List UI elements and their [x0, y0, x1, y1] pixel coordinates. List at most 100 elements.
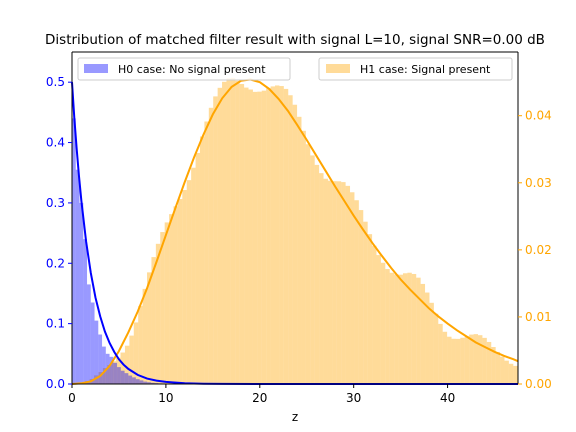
- h1-hist-bar: [402, 273, 408, 384]
- legend-h0-swatch: [84, 64, 108, 73]
- legend-h0-frame: [77, 57, 291, 81]
- h1-hist-bar: [336, 181, 342, 384]
- h0-hist-bar: [72, 118, 76, 385]
- h1-hist-bar: [160, 232, 165, 384]
- h1-hist-bar: [478, 335, 483, 384]
- h0-hist-bar: [94, 320, 99, 384]
- h1-hist-bar: [248, 89, 253, 384]
- x-tick-label: 0: [68, 391, 76, 405]
- h1-hist-bar: [513, 365, 518, 384]
- h1-hist-bar: [297, 116, 302, 385]
- h0-hist-bar: [113, 362, 118, 384]
- h1-hist-bar: [429, 302, 434, 384]
- h1-hist-bar: [147, 272, 152, 384]
- h0-hist-bar: [132, 377, 136, 384]
- h1-hist-bar: [310, 155, 315, 384]
- legend-h1-label: H1 case: Signal present: [360, 63, 491, 76]
- h0-hist-bar: [147, 382, 151, 384]
- h1-hist-bar: [102, 368, 108, 384]
- h0-hist-bar: [150, 382, 155, 384]
- h1-hist-bar: [257, 91, 262, 385]
- h1-hist-bar: [491, 347, 496, 384]
- h1-hist-bar: [389, 272, 395, 384]
- h0-hist-bar: [143, 381, 148, 384]
- h1-hist-bar: [455, 338, 461, 384]
- h1-hist-bar: [425, 292, 430, 384]
- left-tick-label: 0.4: [46, 136, 65, 150]
- right-tick-label: 0.04: [525, 109, 552, 123]
- h1-hist-bar: [94, 375, 99, 384]
- h1-hist-bar: [235, 80, 240, 385]
- h1-hist-bar: [407, 272, 412, 384]
- x-tick-label: 20: [252, 391, 267, 405]
- h1-hist-bar: [416, 277, 421, 384]
- legend-h1-frame: [318, 57, 513, 81]
- h1-hist-bar: [323, 178, 328, 384]
- left-tick-label: 0.1: [46, 317, 65, 331]
- h0-hist-bar: [102, 346, 106, 384]
- h1-hist-bar: [508, 363, 514, 384]
- h1-hist-bar: [191, 167, 196, 384]
- h1-hist-bar: [213, 96, 218, 384]
- h1-hist-bar: [266, 88, 271, 385]
- h1-hist-bar: [398, 274, 403, 384]
- h1-hist-bar: [116, 357, 121, 384]
- x-tick-label: 40: [440, 391, 455, 405]
- h1-hist-bar: [155, 243, 161, 384]
- h1-hist-bar: [451, 338, 456, 384]
- h1-hist-bar: [314, 164, 320, 384]
- h1-hist-bar: [270, 86, 276, 384]
- h1-hist-bar: [138, 305, 143, 384]
- h1-density-curve: [71, 78, 519, 385]
- chart-title: Distribution of matched filter result wi…: [45, 32, 545, 48]
- h1-hist-bar: [350, 192, 355, 384]
- h1-hist-bar: [420, 283, 426, 384]
- legend-h1: H1 case: Signal present: [318, 57, 513, 81]
- h1-hist-bar: [120, 352, 125, 384]
- h1-hist-bar: [208, 107, 214, 384]
- h1-hist-bar: [473, 334, 479, 384]
- h1-hist-bar: [239, 84, 245, 384]
- h1-hist-bar: [305, 144, 311, 384]
- x-axis-label: z: [292, 410, 298, 424]
- h1-hist-bar: [288, 95, 293, 385]
- right-tick-label: 0.00: [525, 377, 552, 391]
- h1-hist-bar: [222, 81, 227, 384]
- h0-hist-bar: [75, 169, 80, 384]
- h1-hist-bar: [173, 206, 178, 384]
- h0-hist-bar: [124, 373, 129, 384]
- h1-hist-bar: [199, 136, 205, 384]
- h1-hist-bar: [385, 269, 390, 384]
- h0-histogram: [72, 118, 166, 385]
- h1-hist-bar: [244, 87, 249, 385]
- h1-hist-bar: [98, 372, 103, 384]
- left-tick-label: 0.3: [46, 196, 65, 210]
- h0-hist-bar: [139, 380, 144, 384]
- h1-hist-bar: [376, 255, 381, 384]
- h1-hist-bar: [486, 341, 492, 384]
- h1-hist-bar: [230, 77, 236, 384]
- h1-hist-bar: [460, 337, 465, 384]
- h1-hist-bar: [464, 336, 470, 384]
- h1-hist-bar: [129, 335, 134, 384]
- h0-hist-bar: [109, 356, 114, 384]
- h1-hist-bar: [411, 273, 417, 384]
- h1-hist-bar: [495, 351, 501, 384]
- h1-hist-bar: [169, 214, 174, 384]
- right-tick-label: 0.02: [525, 243, 552, 257]
- h1-hist-bar: [438, 323, 443, 384]
- x-axis-ticks: 0 10 20 30 40: [68, 384, 455, 405]
- h1-hist-bar: [442, 331, 448, 384]
- h0-hist-bar: [128, 375, 133, 384]
- legend-h0-label: H0 case: No signal present: [118, 63, 266, 76]
- h1-hist-bar: [358, 210, 364, 384]
- h1-hist-bar: [504, 360, 509, 384]
- right-tick-label: 0.01: [525, 310, 552, 324]
- h1-hist-bar: [204, 121, 209, 384]
- h0-hist-bar: [120, 370, 125, 384]
- h1-hist-bar: [107, 365, 112, 384]
- h0-hist-bar: [117, 367, 121, 384]
- h1-hist-bar: [142, 288, 148, 384]
- h1-hist-bar: [301, 130, 306, 384]
